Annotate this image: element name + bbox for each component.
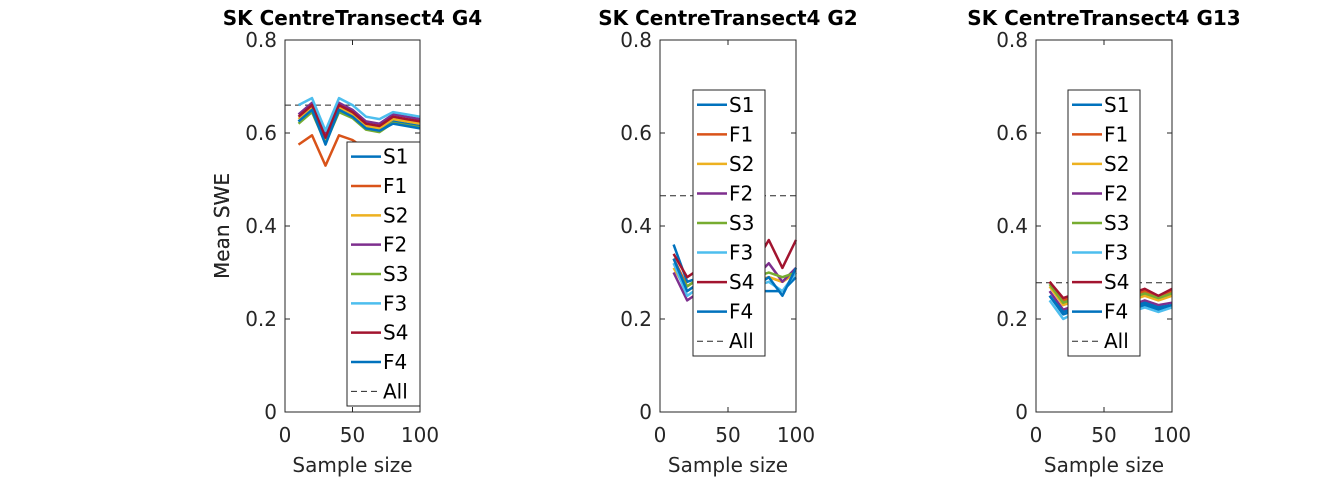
x-tick-label: 0 [1030,423,1043,447]
y-tick-label: 0.8 [996,28,1028,52]
x-tick-label: 100 [401,423,439,447]
legend-label-f4: F4 [729,300,753,324]
legend-label-all: All [383,379,408,403]
legend-label-s2: S2 [729,152,754,176]
y-tick-label: 0.4 [996,214,1028,238]
y-tick-label: 0.6 [996,121,1028,145]
y-tick-label: 0.4 [620,214,652,238]
legend-label-f1: F1 [383,174,407,198]
legend-label-f3: F3 [729,241,753,265]
y-tick-label: 0 [639,400,652,424]
y-tick-label: 0.6 [245,121,277,145]
legend-label-f3: F3 [1104,241,1128,265]
legend-label-s4: S4 [1104,270,1129,294]
chart-title: SK CentreTransect4 G13 [967,6,1240,30]
y-tick-label: 0.6 [620,121,652,145]
legend-label-f3: F3 [383,291,407,315]
x-tick-label: 50 [715,423,740,447]
x-axis-label: Sample size [668,453,788,477]
y-tick-label: 0.2 [245,307,277,331]
legend-label-s4: S4 [729,270,754,294]
legend-label-all: All [1104,329,1129,353]
y-axis-label: Mean SWE [210,173,234,279]
panel-g4: 0 0.2 0.4 0.6 0.8 0 50 100 SK CentreTransect4 G4… [210,6,482,477]
legend-label-f2: F2 [1104,181,1128,205]
series-line-f3 [297,96,421,132]
legend-label-s2: S2 [1104,152,1129,176]
legend-label-s3: S3 [1104,211,1129,235]
legend-label-s3: S3 [729,211,754,235]
legend-label-s4: S4 [383,321,408,345]
x-tick-label: 100 [1153,423,1191,447]
panel-g2: 0 0.2 0.4 0.6 0.8 0 50 100 SK CentreTransect4 G2… [210,6,858,477]
legend-label-f1: F1 [1104,122,1128,146]
chart-title: SK CentreTransect4 G2 [598,6,857,30]
legend-label-s1: S1 [729,93,754,117]
x-tick-label: 100 [777,423,815,447]
legend-label-f2: F2 [383,233,407,257]
legend-label-s3: S3 [383,262,408,286]
x-tick-label: 0 [279,423,292,447]
y-tick-label: 0.8 [245,28,277,52]
legend-label-f4: F4 [1104,300,1128,324]
y-tick-label: 0.2 [996,307,1028,331]
legend-label-f1: F1 [729,122,753,146]
chart-title: SK CentreTransect4 G4 [223,6,482,30]
legend-label-s2: S2 [383,203,408,227]
x-tick-label: 50 [1091,423,1116,447]
y-axis-label: Mean SWE [210,173,234,279]
x-tick-label: 50 [340,423,365,447]
y-tick-label: 0 [264,400,277,424]
legend-label-f4: F4 [383,350,407,374]
y-tick-label: 0.4 [245,214,277,238]
x-axis-label: Sample size [1044,453,1164,477]
y-tick-label: 0.8 [620,28,652,52]
panel-g13: 0 0.2 0.4 0.6 0.8 0 50 100 SK CentreTransect4 G1… [210,6,1241,477]
y-axis-label: Mean SWE [210,173,234,279]
legend-label-s1: S1 [383,145,408,169]
x-axis-label: Sample size [292,453,412,477]
y-tick-label: 0 [1015,400,1028,424]
series-line-s4 [297,103,421,139]
legend-label-s1: S1 [1104,93,1129,117]
series-line-f4 [297,108,421,146]
legend-label-f2: F2 [729,181,753,205]
legend-label-all: All [729,329,754,353]
x-tick-label: 0 [654,423,667,447]
y-tick-label: 0.2 [620,307,652,331]
